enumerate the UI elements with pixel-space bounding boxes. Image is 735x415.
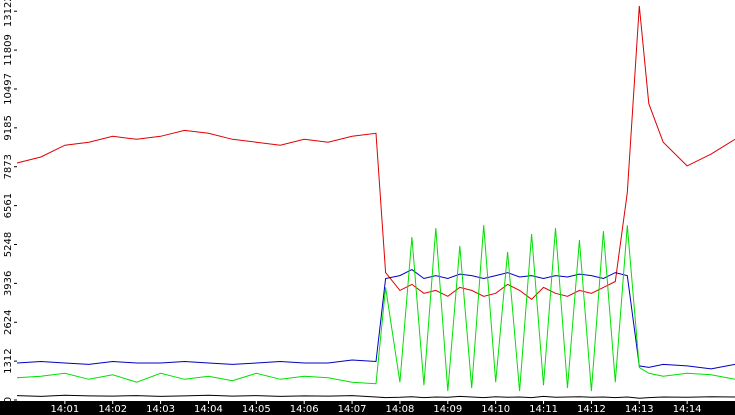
y-tick-label: 5248 <box>3 232 14 257</box>
y-tick-label: 10497 <box>3 73 14 105</box>
y-tick-label: 2624 <box>3 310 14 335</box>
y-tick-label: 13122 <box>3 0 14 27</box>
y-tick-label: 3936 <box>3 271 14 296</box>
x-tick-label: 14:08 <box>386 404 415 415</box>
y-tick-label: 9185 <box>3 115 14 140</box>
y-tick-label: 6561 <box>3 193 14 218</box>
x-tick-label: 14:06 <box>290 404 319 415</box>
x-tick-label: 14:04 <box>194 404 223 415</box>
series-line <box>16 225 735 392</box>
x-tick-label: 14:11 <box>529 404 558 415</box>
series-line <box>16 394 735 399</box>
x-tick-label: 14:01 <box>50 404 79 415</box>
y-tick-label: 1312 <box>3 348 14 373</box>
y-tick-label: 11809 <box>3 34 14 66</box>
x-tick-label: 14:07 <box>338 404 367 415</box>
x-tick-label: 14:13 <box>625 404 654 415</box>
series-line <box>16 5 735 300</box>
x-tick-label: 14:10 <box>481 404 510 415</box>
y-tick-label: 7873 <box>3 154 14 179</box>
y-tick-label: 0 <box>3 397 14 403</box>
x-tick-label: 14:02 <box>98 404 127 415</box>
x-tick-label: 14:03 <box>146 404 175 415</box>
x-tick-label: 14:12 <box>577 404 606 415</box>
x-tick-label: 14:05 <box>242 404 271 415</box>
x-axis-band <box>0 401 735 415</box>
series-line <box>16 269 735 370</box>
x-tick-label: 14:09 <box>433 404 462 415</box>
x-tick-label: 14:14 <box>673 404 702 415</box>
